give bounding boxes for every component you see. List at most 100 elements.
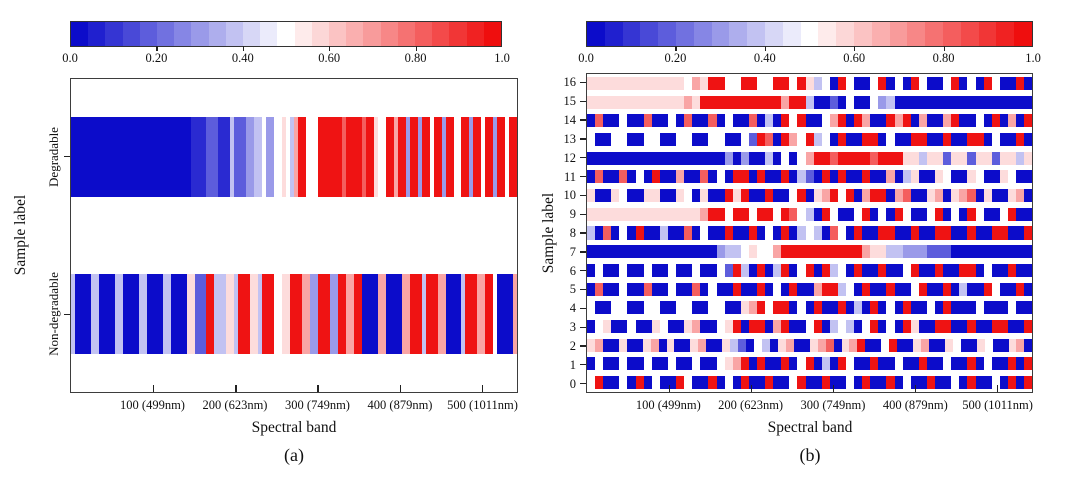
colorbar-cell bbox=[782, 22, 801, 46]
caption-a: (a) bbox=[284, 445, 304, 465]
y-tick-label: 0 bbox=[569, 376, 576, 391]
colorbar-tick-label: 0.40 bbox=[231, 51, 254, 65]
colorbar-cell bbox=[960, 22, 979, 46]
colorbar-tick-label: 0.0 bbox=[578, 51, 594, 65]
colorbar-tick bbox=[242, 46, 244, 51]
colorbar-cell bbox=[889, 22, 908, 46]
y-tick bbox=[580, 100, 586, 102]
colorbar-cell bbox=[122, 22, 140, 46]
colorbar-cell bbox=[925, 22, 943, 46]
heatmap-row-0 bbox=[587, 376, 1032, 390]
y-category-label: Degradable bbox=[46, 126, 61, 187]
colorbar-cell bbox=[277, 22, 295, 46]
x-tick bbox=[914, 385, 917, 392]
colorbar-cell bbox=[693, 22, 712, 46]
y-tick bbox=[580, 251, 586, 253]
colorbar-cell bbox=[415, 22, 433, 46]
colorbar-cell bbox=[397, 22, 416, 46]
heatmap-row-11 bbox=[587, 170, 1032, 184]
colorbar-cell bbox=[978, 22, 997, 46]
y-tick-label: 3 bbox=[569, 320, 576, 335]
x-tick-label: 300 (749nm) bbox=[285, 398, 350, 412]
colorbar-tick-label: 0.20 bbox=[664, 51, 687, 65]
heatmap-plot-b bbox=[586, 73, 1033, 393]
heatmap-row-8 bbox=[587, 226, 1032, 240]
colorbar-cell bbox=[466, 22, 484, 46]
colorbar-cell bbox=[346, 22, 364, 46]
colorbar-cell bbox=[380, 22, 398, 46]
x-tick bbox=[668, 385, 671, 392]
colorbar-tick-label: 0.0 bbox=[62, 51, 78, 65]
y-tick bbox=[580, 157, 586, 159]
colorbar-cell bbox=[329, 22, 347, 46]
y-tick bbox=[580, 307, 586, 309]
colorbar-cell bbox=[942, 22, 961, 46]
x-axis-label-b: Spectral band bbox=[767, 419, 853, 436]
colorbar-tick-label: 1.0 bbox=[1025, 51, 1041, 65]
colorbar-cell bbox=[587, 22, 605, 46]
heatmap-row-4 bbox=[587, 301, 1032, 315]
colorbar-cell bbox=[996, 22, 1015, 46]
y-tick-label: 6 bbox=[569, 263, 576, 278]
x-tick-label: 300 (749nm) bbox=[800, 398, 866, 412]
y-tick bbox=[580, 194, 586, 197]
x-tick-label: 200 (623nm) bbox=[718, 398, 784, 412]
heatmap-row-2 bbox=[587, 338, 1032, 352]
colorbar-cell bbox=[449, 22, 467, 46]
y-tick-label: 9 bbox=[569, 207, 576, 222]
y-tick-label: 7 bbox=[569, 244, 576, 259]
colorbar-cell bbox=[836, 22, 854, 46]
x-tick-label: 500 (1011nm) bbox=[447, 398, 518, 412]
y-tick-label: 1 bbox=[569, 357, 576, 372]
y-tick bbox=[580, 175, 586, 178]
colorbar-tick-label: 0.60 bbox=[318, 51, 341, 65]
colorbar-tick bbox=[156, 46, 158, 51]
colorbar-cell bbox=[432, 22, 450, 46]
x-tick-label: 200 (623nm) bbox=[202, 398, 268, 412]
colorbar-cell bbox=[764, 22, 783, 46]
colorbar-cell bbox=[191, 22, 209, 46]
colorbar-cell bbox=[174, 22, 192, 46]
colorbar-cell bbox=[907, 22, 926, 46]
y-tick bbox=[580, 270, 586, 272]
colorbar-cell bbox=[747, 22, 765, 46]
colorbar-tick bbox=[415, 46, 417, 51]
x-tick bbox=[235, 385, 237, 392]
colorbar-cell bbox=[243, 22, 261, 46]
y-tick bbox=[580, 345, 586, 347]
heatmap-row-6 bbox=[587, 263, 1032, 277]
colorbar-cell bbox=[139, 22, 158, 46]
x-tick-label: 100 (499nm) bbox=[635, 398, 701, 412]
colorbar-cell bbox=[363, 22, 381, 46]
colorbar-cell bbox=[260, 22, 278, 46]
caption-b: (b) bbox=[799, 445, 821, 465]
colorbar-cell bbox=[88, 22, 106, 46]
y-tick-label: 12 bbox=[563, 150, 577, 165]
heatmap-row-degradable bbox=[71, 117, 517, 198]
colorbar-a bbox=[70, 21, 502, 47]
colorbar-cell bbox=[853, 22, 872, 46]
colorbar-tick bbox=[675, 46, 677, 51]
colorbar-tick bbox=[854, 46, 856, 51]
x-tick bbox=[317, 385, 319, 392]
y-tick-label: 11 bbox=[563, 169, 576, 184]
heatmap-plot-a bbox=[70, 78, 518, 393]
colorbar-cell bbox=[675, 22, 694, 46]
heatmap-row-10 bbox=[587, 189, 1032, 203]
colorbar-cell bbox=[157, 22, 175, 46]
colorbar-cell bbox=[294, 22, 312, 46]
colorbar-tick-label: 1.0 bbox=[494, 51, 510, 65]
colorbar-cell bbox=[640, 22, 659, 46]
colorbar-cell bbox=[604, 22, 623, 46]
colorbar-cell bbox=[711, 22, 730, 46]
y-axis-label-a: Sample label bbox=[12, 194, 29, 276]
x-tick bbox=[750, 385, 753, 392]
y-tick bbox=[580, 288, 586, 291]
colorbar-cell bbox=[311, 22, 330, 46]
y-tick-label: 2 bbox=[569, 338, 576, 353]
colorbar-cell bbox=[622, 22, 641, 46]
y-tick-label: 4 bbox=[569, 301, 576, 316]
y-tick bbox=[580, 119, 586, 121]
colorbar-tick bbox=[329, 46, 331, 51]
y-tick bbox=[580, 364, 586, 366]
